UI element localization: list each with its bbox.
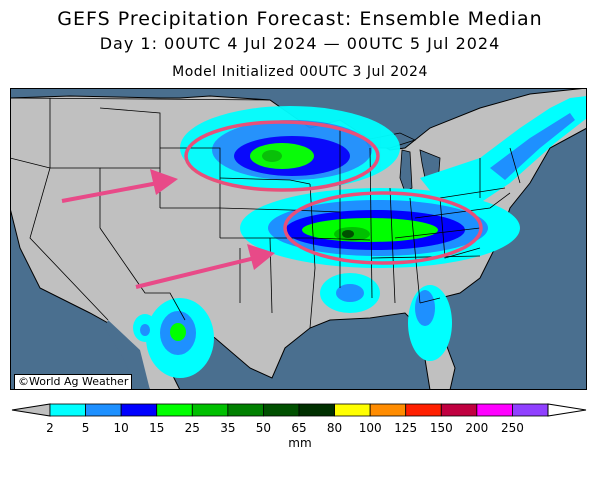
legend-tick-label: 15 xyxy=(149,421,165,435)
legend-swatch xyxy=(191,403,229,417)
legend-tick-label: 150 xyxy=(429,421,453,435)
legend-tick-label: 125 xyxy=(394,421,418,435)
model-initialized: Model Initialized 00UTC 3 Jul 2024 xyxy=(172,64,428,80)
legend-tick-label: 10 xyxy=(113,421,129,435)
arrow-south xyxy=(135,244,275,289)
legend-swatch xyxy=(120,403,158,417)
legend-swatch xyxy=(156,403,193,417)
legend-swatch xyxy=(227,403,264,417)
gulf-of-california xyxy=(105,320,150,390)
credit-label: ©World Ag Weather xyxy=(14,374,133,390)
legend-tick-label: 50 xyxy=(255,421,272,435)
legend-swatch xyxy=(476,403,513,417)
legend-tick-label: 2 xyxy=(46,421,54,435)
legend-tick-label: 65 xyxy=(291,421,307,435)
legend-swatch xyxy=(405,403,442,417)
arrow-north xyxy=(61,169,178,203)
valid-period: Day 1: 00UTC 4 Jul 2024 — 00UTC 5 Jul 20… xyxy=(99,34,501,53)
legend-tick-label: 35 xyxy=(220,421,236,435)
legend-swatch xyxy=(512,403,549,417)
legend-swatch xyxy=(298,403,335,417)
legend-swatch xyxy=(85,403,122,417)
legend-tick-label: 100 xyxy=(358,421,382,435)
legend-swatch xyxy=(440,403,478,417)
color-legend xyxy=(0,398,600,458)
legend-unit: mm xyxy=(288,436,312,450)
precip-mexico xyxy=(133,298,214,378)
highlight-ellipse-south xyxy=(283,191,483,265)
legend-swatch xyxy=(263,403,300,417)
legend-tick-label: 80 xyxy=(326,421,343,435)
map-title: GEFS Precipitation Forecast: Ensemble Me… xyxy=(57,8,543,30)
legend-swatch xyxy=(49,403,86,417)
precip-south xyxy=(240,188,520,268)
legend-swatch xyxy=(334,403,371,417)
highlight-ellipse-north xyxy=(184,120,380,192)
legend-tick-label: 250 xyxy=(500,421,524,435)
legend-tick-label: 5 xyxy=(81,421,90,435)
legend-swatch xyxy=(369,403,407,417)
borders xyxy=(10,97,521,329)
precipitation-map xyxy=(10,88,587,390)
legend-below-range xyxy=(11,403,51,417)
legend-tick-label: 25 xyxy=(184,421,200,435)
precip-southeast xyxy=(320,273,452,361)
precip-northeast xyxy=(420,96,587,203)
legend-tick-label: 200 xyxy=(465,421,489,435)
legend-above-range xyxy=(547,403,587,417)
